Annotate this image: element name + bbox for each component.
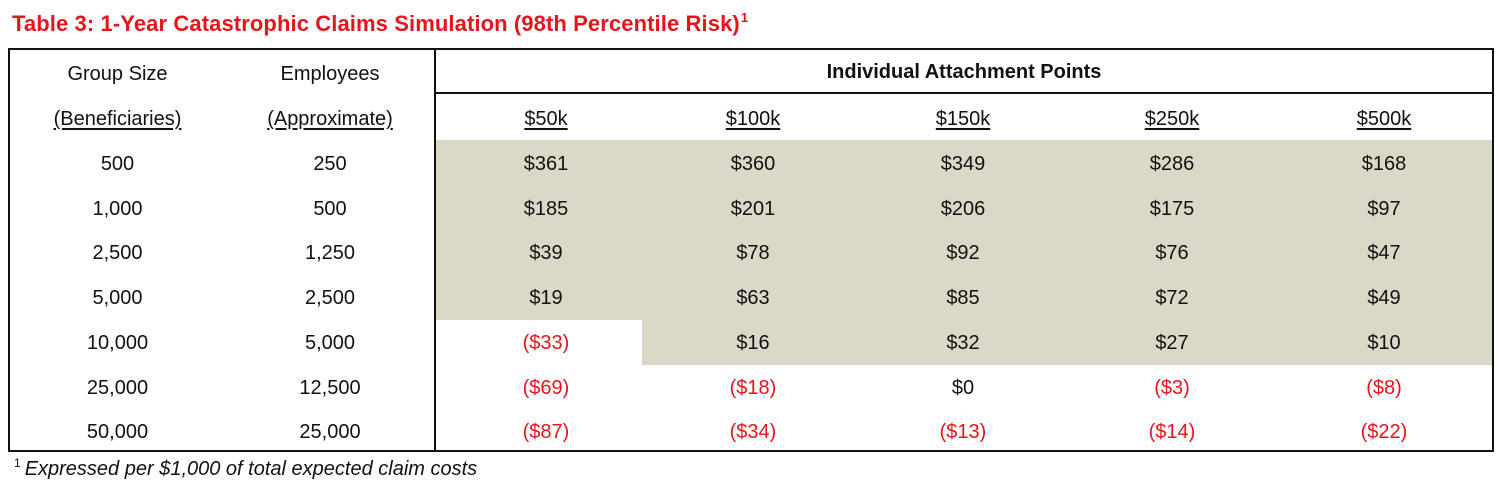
group-size-cell: 10,000 [86,331,149,354]
column-header: $100k [725,108,781,130]
value-cell: $201 [730,197,776,220]
value-cell: $63 [736,287,770,310]
value-cell: ($22) [1360,421,1408,444]
employees-cell: 250 [313,153,347,175]
header-group-size: Group Size [67,63,168,85]
value-cell: ($8) [1366,376,1402,399]
group-size-cell: 1,000 [92,197,143,220]
value-cell: $10 [1367,331,1401,354]
shade-block-lower [642,320,1492,365]
employees-cell: 1,250 [304,242,356,265]
value-cell: $175 [1149,197,1195,220]
header-divider [434,92,1494,94]
employees-cell: 5,000 [304,331,356,354]
group-size-cell: 500 [100,153,135,175]
header-employees: Employees [280,63,380,85]
value-cell: $85 [946,287,980,310]
employees-cell: 500 [313,197,347,220]
footnote-text: Expressed per $1,000 of total expected c… [24,458,478,480]
value-cell: $361 [523,153,569,175]
employees-cell: 12,500 [299,376,361,399]
column-header: $500k [1356,108,1412,130]
group-size-cell: 50,000 [86,421,149,444]
footnote: 1 Expressed per $1,000 of total expected … [14,456,477,481]
value-cell: $360 [730,153,776,175]
column-header: $150k [935,108,991,130]
value-cell: $76 [1155,242,1189,265]
value-cell: $97 [1367,197,1401,220]
value-cell: ($3) [1154,376,1190,399]
value-cell: $19 [529,287,563,310]
header-attachment-points: Individual Attachment Points [826,61,1102,83]
shade-block-upper [436,140,1492,320]
claims-table: Group Size (Beneficiaries) Employees (Ap… [8,48,1494,452]
employees-cell: 25,000 [299,421,361,444]
value-cell: ($14) [1148,421,1196,444]
value-cell: $206 [940,197,986,220]
group-size-cell: 5,000 [92,287,143,310]
value-cell: $92 [946,242,980,265]
header-approximate: (Approximate) [267,108,393,130]
column-header: $50k [524,108,568,130]
table-title-text: Table 3: 1-Year Catastrophic Claims Simu… [12,11,740,36]
value-cell: ($69) [522,376,570,399]
header-beneficiaries: (Beneficiaries) [53,108,182,130]
column-header: $250k [1144,108,1200,130]
group-size-cell: 25,000 [86,376,149,399]
value-cell: ($13) [939,421,987,444]
value-cell: $168 [1361,153,1407,175]
column-divider [434,50,436,450]
value-cell: $72 [1155,287,1189,310]
table-title: Table 3: 1-Year Catastrophic Claims Simu… [12,10,748,37]
value-cell: $185 [523,197,569,220]
value-cell: ($87) [522,421,570,444]
value-cell: ($18) [729,376,777,399]
footnote-marker: 1 [14,456,21,470]
group-size-cell: 2,500 [92,242,143,265]
value-cell: $16 [736,331,770,354]
title-footnote-marker: 1 [740,10,749,25]
value-cell: $39 [529,242,563,265]
value-cell: ($34) [729,421,777,444]
value-cell: ($33) [522,331,570,354]
value-cell: $349 [940,153,986,175]
value-cell: $78 [736,242,770,265]
value-cell: $47 [1367,242,1401,265]
value-cell: $0 [951,376,975,399]
employees-cell: 2,500 [304,287,356,310]
value-cell: $32 [946,331,980,354]
value-cell: $286 [1149,153,1195,175]
value-cell: $49 [1367,287,1401,310]
value-cell: $27 [1155,331,1189,354]
